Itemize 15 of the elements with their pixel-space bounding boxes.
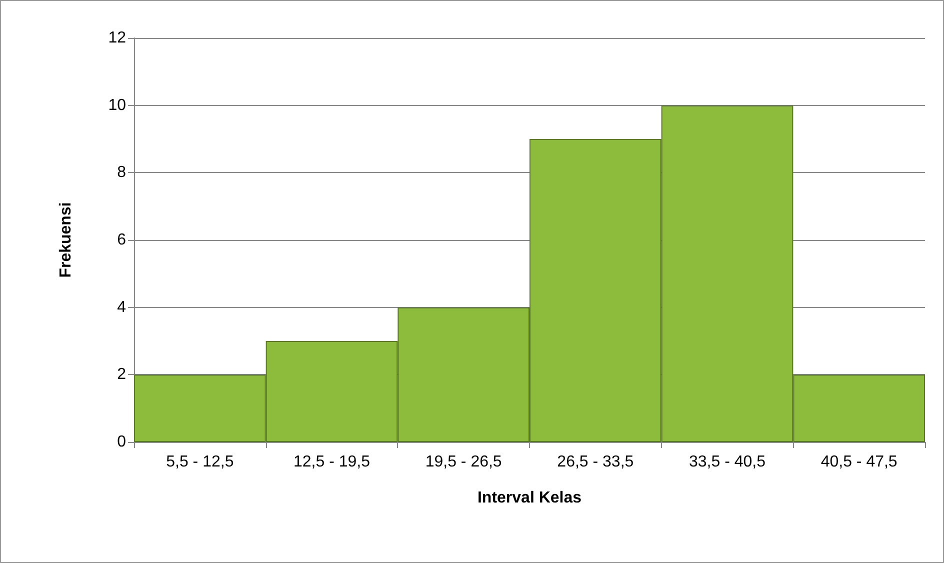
- x-tick-label: 40,5 - 47,5: [820, 454, 898, 470]
- x-tick-label: 12,5 - 19,5: [294, 454, 370, 470]
- y-tick-label: 6: [117, 232, 126, 248]
- x-tick-label: 33,5 - 40,5: [689, 454, 766, 470]
- y-tick-label: 10: [108, 96, 126, 114]
- x-tick-label: 19,5 - 26,5: [425, 454, 502, 470]
- x-tick-label: 26,5 - 33,5: [557, 454, 634, 470]
- x-axis-title: Interval Kelas: [477, 490, 582, 506]
- y-tick-label: 8: [117, 164, 126, 182]
- y-tick-label: 0: [117, 434, 126, 450]
- x-tick-label: 5,5 - 12,5: [166, 454, 234, 470]
- y-tick-label: 2: [117, 366, 126, 384]
- y-axis-title: Frekuensi: [58, 202, 74, 278]
- y-tick-label: 4: [117, 298, 126, 316]
- y-tick-label: 12: [108, 30, 126, 46]
